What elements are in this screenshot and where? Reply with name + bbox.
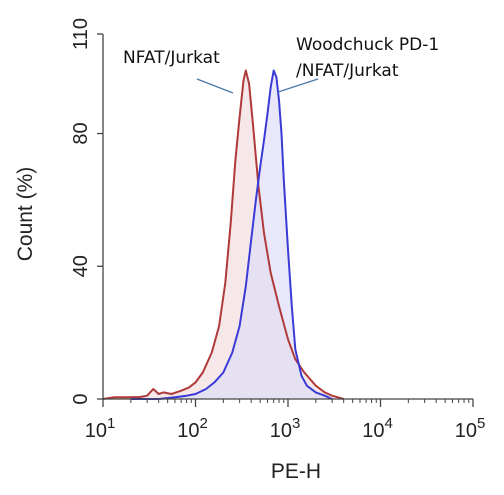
y-tick-label: 110 [70, 18, 92, 50]
y-tick-label: 0 [70, 393, 92, 404]
series-layer [102, 69, 344, 400]
annotation-woodchuck-line2: /NFAT/Jurkat [296, 61, 399, 81]
x-tick-label: 101 [85, 415, 116, 442]
y-ticks: 0 40 80 110 [70, 18, 103, 405]
x-ticks: 101 102 103 104 105 [85, 399, 486, 442]
annotation-woodchuck: Woodchuck PD-1 /NFAT/Jurkat [277, 35, 439, 93]
annotation-nfat-jurkat-pointer [196, 78, 234, 94]
annotation-woodchuck-line1: Woodchuck PD-1 [296, 35, 439, 55]
x-tick-label: 105 [455, 415, 486, 442]
x-axis-title: PE-H [271, 460, 321, 483]
series-0-fill [103, 70, 344, 399]
annotation-nfat-jurkat: NFAT/Jurkat [123, 48, 234, 94]
x-tick-label: 104 [362, 415, 393, 442]
y-tick-label: 40 [70, 255, 92, 277]
series-1-line [130, 69, 333, 400]
y-tick-label: 80 [70, 122, 92, 144]
annotation-woodchuck-pointer [277, 78, 319, 93]
x-tick-label: 103 [270, 415, 301, 442]
series-0-line [102, 69, 344, 400]
x-tick-label: 102 [177, 415, 208, 442]
annotation-nfat-jurkat-label: NFAT/Jurkat [123, 48, 220, 68]
y-axis-title: Count (%) [14, 167, 37, 262]
